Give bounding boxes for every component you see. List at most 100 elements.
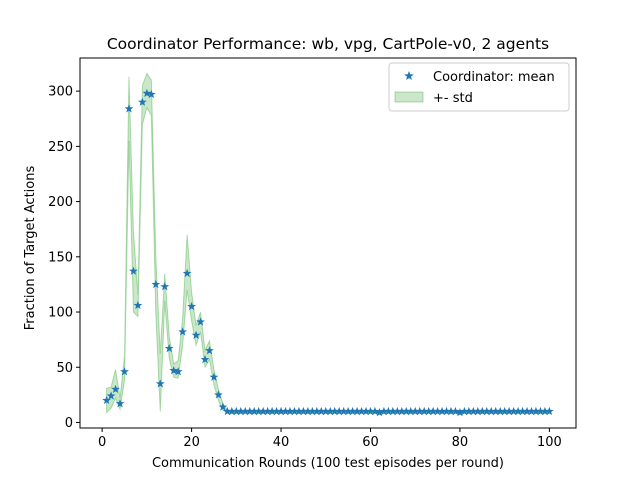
mean-point (500, 406, 510, 416)
y-tick-label: 0 (65, 416, 73, 431)
mean-point (124, 104, 134, 113)
x-tick-label: 20 (183, 435, 200, 450)
mean-point (330, 406, 340, 416)
mean-point (428, 406, 438, 416)
mean-point (384, 406, 393, 416)
mean-point (491, 406, 501, 416)
mean-point (388, 406, 398, 416)
mean-point (446, 406, 456, 416)
mean-point (164, 343, 174, 353)
mean-point (299, 406, 308, 416)
mean-point (263, 406, 272, 416)
mean-point (531, 406, 541, 416)
mean-point (191, 330, 201, 339)
mean-point (316, 406, 326, 416)
x-axis: 0 20 40 60 80 100 (98, 428, 562, 450)
mean-point (482, 406, 492, 416)
y-axis-label: Fraction of Target Actions (23, 166, 38, 331)
y-tick-label: 50 (56, 361, 73, 376)
x-tick-label: 60 (362, 435, 379, 450)
mean-point (397, 406, 407, 416)
mean-point (486, 406, 496, 416)
mean-point (437, 406, 447, 416)
mean-point (348, 406, 357, 416)
x-axis-label: Communication Rounds (100 test episodes … (152, 456, 504, 471)
legend-std-swatch (394, 91, 424, 103)
legend-label-std: +- std (433, 91, 473, 106)
mean-point (160, 282, 170, 291)
mean-markers-layer (102, 88, 554, 417)
mean-point (339, 406, 349, 416)
mean-point (115, 399, 125, 408)
mean-point (509, 406, 518, 416)
mean-point (178, 327, 188, 336)
mean-point (187, 301, 196, 311)
mean-point (307, 406, 317, 416)
mean-point (415, 406, 425, 416)
mean-point (258, 406, 268, 416)
mean-point (513, 406, 523, 416)
mean-point (209, 372, 219, 381)
y-tick-label: 300 (48, 85, 73, 100)
mean-point (120, 367, 129, 376)
y-tick-label: 150 (48, 250, 73, 265)
mean-point (455, 407, 465, 417)
mean-point (146, 89, 156, 99)
mean-point (545, 406, 554, 416)
mean-point (267, 406, 277, 416)
mean-point (442, 406, 451, 416)
mean-point (294, 406, 304, 416)
mean-point (366, 406, 375, 416)
mean-point (468, 406, 478, 416)
mean-point (451, 406, 460, 416)
mean-point (196, 317, 205, 326)
mean-point (424, 406, 434, 416)
mean-point (379, 406, 389, 416)
mean-point (495, 406, 505, 416)
legend-star-icon (404, 71, 414, 81)
mean-point (249, 406, 259, 416)
mean-point (406, 406, 416, 416)
mean-point (142, 88, 152, 98)
mean-point (401, 406, 411, 416)
mean-point (138, 97, 147, 106)
mean-point (312, 406, 322, 416)
mean-point (102, 395, 111, 405)
mean-point (321, 406, 331, 416)
mean-point (111, 384, 120, 394)
x-tick-label: 40 (273, 435, 290, 450)
mean-point (133, 300, 143, 310)
mean-point (276, 406, 286, 416)
mean-point (200, 354, 210, 364)
mean-point (540, 406, 550, 416)
mean-point (527, 406, 536, 416)
legend-label-mean: Coordinator: mean (433, 70, 555, 85)
mean-point (272, 406, 281, 416)
y-tick-label: 100 (48, 306, 73, 321)
legend: Coordinator: mean +- std (388, 62, 570, 112)
mean-point (410, 406, 420, 416)
mean-point (334, 406, 344, 416)
mean-point (155, 379, 165, 388)
y-tick-label: 250 (48, 140, 73, 155)
mean-point (129, 266, 138, 275)
mean-point (205, 346, 214, 355)
y-tick-label: 200 (48, 195, 73, 210)
mean-point (343, 406, 353, 416)
mean-point (173, 367, 183, 376)
mean-point (285, 406, 295, 416)
mean-point (433, 406, 442, 416)
mean-point (254, 406, 264, 416)
mean-point (169, 365, 179, 375)
y-axis: 0 50 100 150 200 250 300 (48, 85, 80, 431)
mean-point (518, 406, 527, 416)
mean-point (473, 406, 483, 416)
mean-point (240, 406, 250, 416)
mean-point (182, 268, 192, 278)
mean-point (536, 406, 545, 416)
mean-point (245, 406, 255, 416)
plot-area (79, 57, 577, 429)
legend-frame (388, 62, 570, 112)
mean-point (464, 406, 474, 416)
